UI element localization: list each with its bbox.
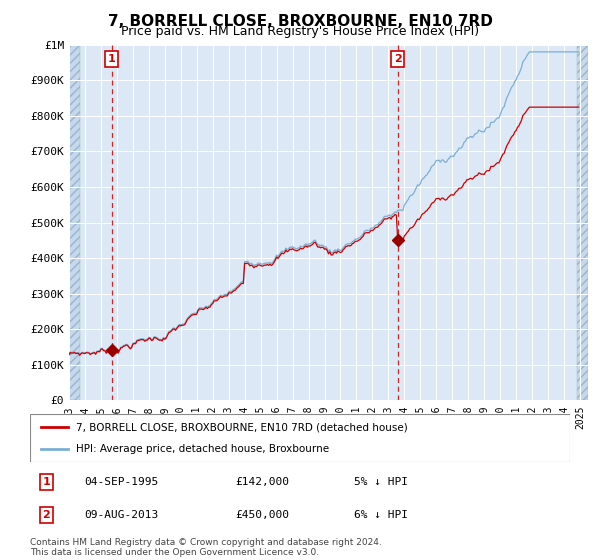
Text: HPI: Average price, detached house, Broxbourne: HPI: Average price, detached house, Brox…	[76, 444, 329, 454]
Text: Contains HM Land Registry data © Crown copyright and database right 2024.
This d: Contains HM Land Registry data © Crown c…	[30, 538, 382, 557]
Bar	[69, 45, 80, 400]
Text: £142,000: £142,000	[235, 477, 289, 487]
Text: 5% ↓ HPI: 5% ↓ HPI	[354, 477, 408, 487]
Text: Price paid vs. HM Land Registry's House Price Index (HPI): Price paid vs. HM Land Registry's House …	[121, 25, 479, 38]
Text: 09-AUG-2013: 09-AUG-2013	[84, 510, 158, 520]
Text: 1: 1	[108, 54, 116, 64]
Text: 7, BORRELL CLOSE, BROXBOURNE, EN10 7RD: 7, BORRELL CLOSE, BROXBOURNE, EN10 7RD	[107, 14, 493, 29]
Text: £450,000: £450,000	[235, 510, 289, 520]
Text: 2: 2	[43, 510, 50, 520]
FancyBboxPatch shape	[30, 414, 570, 462]
Text: 6% ↓ HPI: 6% ↓ HPI	[354, 510, 408, 520]
Bar	[577, 45, 588, 400]
Text: 1: 1	[43, 477, 50, 487]
Text: 04-SEP-1995: 04-SEP-1995	[84, 477, 158, 487]
Text: 2: 2	[394, 54, 401, 64]
Text: 7, BORRELL CLOSE, BROXBOURNE, EN10 7RD (detached house): 7, BORRELL CLOSE, BROXBOURNE, EN10 7RD (…	[76, 422, 407, 432]
